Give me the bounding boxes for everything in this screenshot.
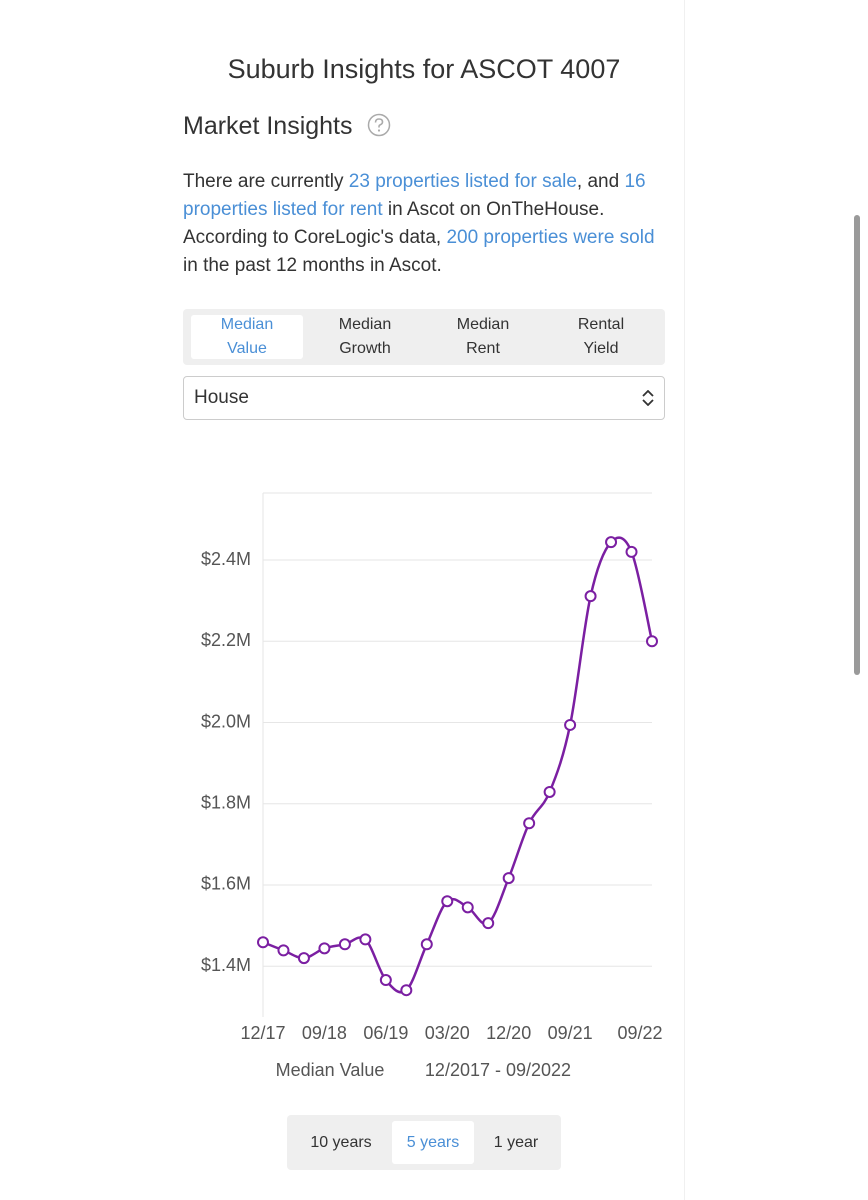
x-tick-label: 09/18 bbox=[302, 1023, 347, 1043]
data-point bbox=[564, 718, 577, 731]
text: in Ascot on OnTheHouse. According to Cor… bbox=[183, 199, 605, 248]
date-range: 12/2017 - 09/2022 bbox=[425, 1060, 571, 1080]
data-point bbox=[338, 938, 351, 951]
tab-bar: Median Value Median Growth Median Rent R… bbox=[183, 309, 665, 365]
data-point bbox=[646, 635, 658, 648]
data-point bbox=[482, 917, 495, 930]
link[interactable]: 16 properties listed for rent bbox=[183, 171, 646, 220]
data-point bbox=[400, 984, 413, 997]
data-point bbox=[523, 817, 536, 830]
tab-label: Median Rent bbox=[456, 316, 510, 357]
link[interactable]: 200 properties were sold bbox=[446, 227, 655, 248]
tab-label: Median Growth bbox=[338, 316, 392, 357]
y-tick-label: $1.8M bbox=[201, 792, 251, 812]
period-option[interactable]: 5 years bbox=[392, 1121, 474, 1164]
data-point bbox=[379, 974, 392, 987]
scrollbar[interactable] bbox=[854, 215, 860, 675]
series-line bbox=[262, 536, 654, 994]
chart: $1.4M $1.6M $1.8M $2.0M $2.2M $2.4M 12/17 09/18… bbox=[201, 492, 663, 1080]
data-point bbox=[257, 936, 269, 949]
column-edge bbox=[684, 0, 685, 1200]
page-title: Suburb Insights for ASCOT 4007 bbox=[227, 54, 621, 84]
x-tick-label: 09/22 bbox=[617, 1023, 662, 1043]
x-tick-label: 09/21 bbox=[548, 1023, 593, 1043]
data-point bbox=[318, 942, 331, 955]
data-point bbox=[420, 938, 433, 951]
data-point bbox=[441, 895, 454, 908]
data-point bbox=[461, 901, 474, 914]
select-chevron bbox=[642, 390, 654, 406]
section-heading: Market Insights bbox=[183, 112, 391, 141]
y-tick-label: $1.4M bbox=[201, 955, 251, 975]
x-tick-label: 12/20 bbox=[486, 1023, 531, 1043]
period-option[interactable]: 1 year bbox=[493, 1134, 539, 1151]
link[interactable]: 23 properties listed for sale bbox=[348, 171, 577, 192]
text: , and bbox=[576, 171, 625, 192]
data-point bbox=[297, 952, 310, 965]
data-point bbox=[359, 933, 372, 946]
text: in the past 12 months in Ascot. bbox=[183, 255, 442, 276]
y-tick-label: $2.0M bbox=[201, 711, 251, 731]
tab[interactable]: Median Rent bbox=[427, 315, 539, 359]
data-point bbox=[605, 536, 618, 549]
help-icon[interactable] bbox=[367, 113, 391, 137]
data-point bbox=[502, 872, 515, 885]
y-tick-label: $2.2M bbox=[201, 630, 251, 650]
data-point bbox=[625, 545, 638, 558]
tab[interactable]: Rental Yield bbox=[545, 315, 657, 359]
x-tick-label: 12/17 bbox=[240, 1023, 285, 1043]
x-tick-label: 06/19 bbox=[363, 1023, 408, 1043]
data-point bbox=[584, 590, 597, 603]
period-selector: 10 years 5 years 1 year bbox=[287, 1115, 561, 1170]
heading-text: Market Insights bbox=[183, 112, 353, 140]
text: There are currently bbox=[183, 171, 349, 192]
tab[interactable]: Median Value bbox=[191, 315, 303, 359]
tab-label: Median Value bbox=[220, 316, 274, 357]
select-value: House bbox=[194, 387, 249, 408]
x-tick-label: 03/20 bbox=[425, 1023, 470, 1043]
tab[interactable]: Median Growth bbox=[309, 315, 421, 359]
data-point bbox=[277, 944, 290, 957]
y-tick-label: $2.4M bbox=[201, 549, 251, 569]
y-tick-label: $1.6M bbox=[201, 874, 251, 894]
property-select[interactable]: House bbox=[183, 376, 665, 420]
legend-label: Median Value bbox=[276, 1060, 385, 1080]
tab-label: Rental Yield bbox=[577, 316, 625, 357]
period-option[interactable]: 10 years bbox=[310, 1134, 372, 1151]
data-point bbox=[543, 785, 556, 798]
insights-paragraph: There are currently 23 properties listed… bbox=[183, 168, 673, 280]
